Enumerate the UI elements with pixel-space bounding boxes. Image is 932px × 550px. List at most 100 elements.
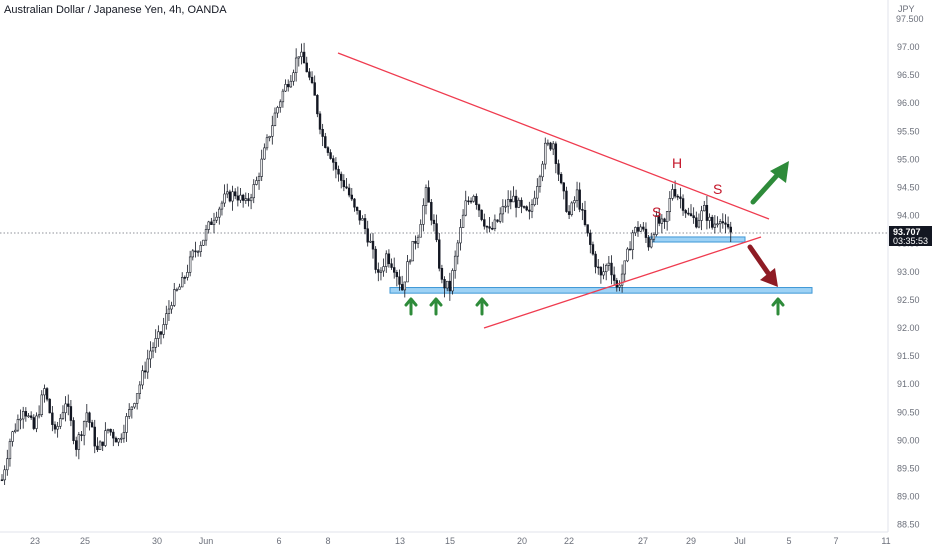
candle-body bbox=[11, 431, 14, 442]
candle-body bbox=[557, 163, 560, 175]
candle-body bbox=[167, 308, 171, 314]
candle-body bbox=[692, 215, 695, 219]
candle-body bbox=[528, 209, 531, 212]
candle-body bbox=[461, 214, 465, 228]
candle-body bbox=[96, 445, 99, 450]
candle-body bbox=[512, 195, 515, 203]
x-tick-label: 13 bbox=[395, 536, 405, 546]
candle-body bbox=[708, 216, 711, 221]
candle-body bbox=[8, 441, 12, 460]
candle-body bbox=[125, 416, 128, 433]
candle-body bbox=[493, 219, 497, 229]
candle-body bbox=[353, 198, 356, 208]
candle-body bbox=[345, 186, 348, 189]
candle-body bbox=[451, 270, 454, 292]
candle-body bbox=[337, 168, 340, 175]
candle-body bbox=[300, 51, 303, 58]
candle-body bbox=[16, 419, 20, 431]
time-axis: 23 25 30 Jun 6 8 13 15 20 22 27 29 Jul 5 7 11 bbox=[30, 536, 891, 546]
candle-body bbox=[334, 162, 338, 170]
candle-body bbox=[347, 187, 351, 196]
candle-body bbox=[419, 224, 422, 238]
y-tick-label: 89.50 bbox=[897, 464, 920, 474]
y-tick-label: 91.50 bbox=[897, 351, 920, 361]
candle-body bbox=[488, 226, 491, 229]
candle-body bbox=[559, 173, 563, 184]
upper-trendline[interactable] bbox=[337, 52, 770, 220]
candle-body bbox=[477, 204, 481, 211]
candle-body bbox=[644, 228, 648, 238]
candle-body bbox=[332, 158, 335, 163]
candle-body bbox=[196, 251, 200, 253]
candle-body bbox=[67, 403, 70, 407]
candle-body bbox=[520, 199, 523, 207]
candle-body bbox=[485, 225, 489, 228]
candle-body bbox=[390, 263, 393, 268]
candle-body bbox=[93, 426, 96, 447]
candle-body bbox=[130, 406, 134, 410]
candle-body bbox=[660, 218, 664, 224]
y-tick-label: 97.00 bbox=[897, 42, 920, 52]
candle-body bbox=[175, 288, 179, 291]
candle-body bbox=[257, 176, 261, 181]
candle-body bbox=[626, 248, 629, 262]
candle-body bbox=[591, 244, 595, 255]
candle-body bbox=[64, 403, 67, 414]
y-tick-label: 95.50 bbox=[897, 126, 920, 136]
candle-body bbox=[551, 143, 555, 150]
candle-body bbox=[61, 412, 65, 419]
candle-body bbox=[432, 219, 436, 224]
candle-body bbox=[713, 223, 717, 228]
bounce-arrows bbox=[404, 297, 785, 316]
candle-body bbox=[329, 152, 332, 159]
candle-body bbox=[647, 237, 650, 248]
candle-body bbox=[194, 250, 197, 253]
candle-body bbox=[59, 418, 62, 427]
candle-body bbox=[522, 206, 526, 208]
candle-body bbox=[56, 426, 59, 430]
bullish-arrow[interactable] bbox=[750, 161, 789, 205]
candle-body bbox=[634, 227, 637, 234]
lower-trendline[interactable] bbox=[483, 236, 762, 329]
candle-body bbox=[154, 338, 157, 348]
candle-body bbox=[138, 384, 141, 394]
candle-body bbox=[612, 274, 616, 281]
candle-body bbox=[157, 331, 160, 339]
candle-body bbox=[676, 195, 679, 198]
candle-body bbox=[35, 415, 38, 429]
candle-body bbox=[496, 219, 499, 222]
candle-body bbox=[504, 205, 507, 208]
candle-body bbox=[445, 280, 449, 289]
candle-body bbox=[718, 221, 722, 225]
candle-body bbox=[403, 281, 406, 291]
y-tick-label: 88.50 bbox=[897, 520, 920, 530]
candle-body bbox=[252, 184, 255, 199]
candle-body bbox=[173, 289, 176, 306]
candle-body bbox=[687, 212, 690, 215]
candle-body bbox=[620, 273, 624, 286]
candle-body bbox=[387, 253, 391, 265]
candle-body bbox=[583, 209, 587, 225]
top-price-label: 97.500 bbox=[896, 14, 924, 24]
candle-body bbox=[170, 305, 173, 310]
candle-body bbox=[459, 227, 462, 244]
bearish-arrow[interactable] bbox=[747, 244, 778, 287]
y-tick-label: 90.00 bbox=[897, 435, 920, 445]
y-tick-label: 96.50 bbox=[897, 70, 920, 80]
candle-body bbox=[729, 226, 732, 233]
candle-body bbox=[151, 347, 155, 352]
candle-body bbox=[406, 261, 409, 283]
candle-body bbox=[106, 428, 110, 431]
x-tick-label: 23 bbox=[30, 536, 40, 546]
candle-body bbox=[90, 422, 94, 428]
candle-body bbox=[276, 107, 279, 114]
candle-body bbox=[313, 82, 316, 96]
candle-body bbox=[183, 277, 187, 279]
candle-body bbox=[286, 84, 290, 88]
candle-body bbox=[703, 204, 706, 212]
candle-body bbox=[199, 245, 202, 252]
candle-body bbox=[255, 180, 258, 185]
candle-body bbox=[379, 270, 383, 273]
candle-body bbox=[411, 240, 414, 262]
